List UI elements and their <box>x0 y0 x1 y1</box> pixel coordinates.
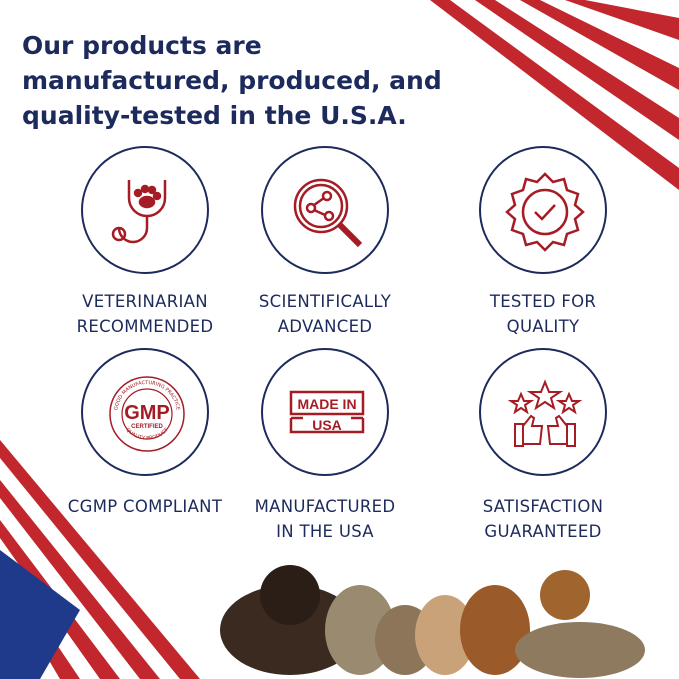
thumbs-up-stars-icon <box>507 379 583 447</box>
gmp-seal-icon: GMP CERTIFIED GOOD MANUFACTURING PRACTIC… <box>109 376 185 452</box>
feature-label-usa: MANUFACTURED IN THE USA <box>254 497 396 541</box>
feature-icon-vet <box>81 146 209 274</box>
feature-icon-science <box>261 146 389 274</box>
magnifier-molecule-icon <box>293 178 363 248</box>
feature-label-satisfaction: SATISFACTION GUARANTEED <box>482 497 604 541</box>
feature-icon-quality <box>479 146 607 274</box>
feature-label-gmp: CGMP COMPLIANT <box>67 497 223 516</box>
feature-icon-satisfaction <box>479 348 607 476</box>
made-in-usa-stamp-icon: MADE IN USA <box>289 390 365 434</box>
feature-label-science: SCIENTIFICALLY ADVANCED <box>258 292 392 336</box>
feature-icon-usa: MADE IN USA <box>261 348 389 476</box>
flag-bottom-left <box>0 440 200 679</box>
stethoscope-paw-icon <box>111 180 167 244</box>
stamp-line2: USA <box>312 417 342 433</box>
pets-photo <box>220 565 645 678</box>
certified-text: CERTIFIED <box>131 424 163 430</box>
feature-label-quality: TESTED FOR QUALITY <box>489 292 597 336</box>
badge-check-icon <box>505 172 585 252</box>
flag-top-right <box>430 0 679 190</box>
headline: Our products are manufactured, produced,… <box>22 31 442 130</box>
feature-icon-gmp: GMP CERTIFIED GOOD MANUFACTURING PRACTIC… <box>81 348 209 476</box>
gmp-text: GMP <box>124 402 170 424</box>
stamp-line1: MADE IN <box>297 396 356 412</box>
feature-label-vet: VETERINARIAN RECOMMENDED <box>76 292 214 336</box>
